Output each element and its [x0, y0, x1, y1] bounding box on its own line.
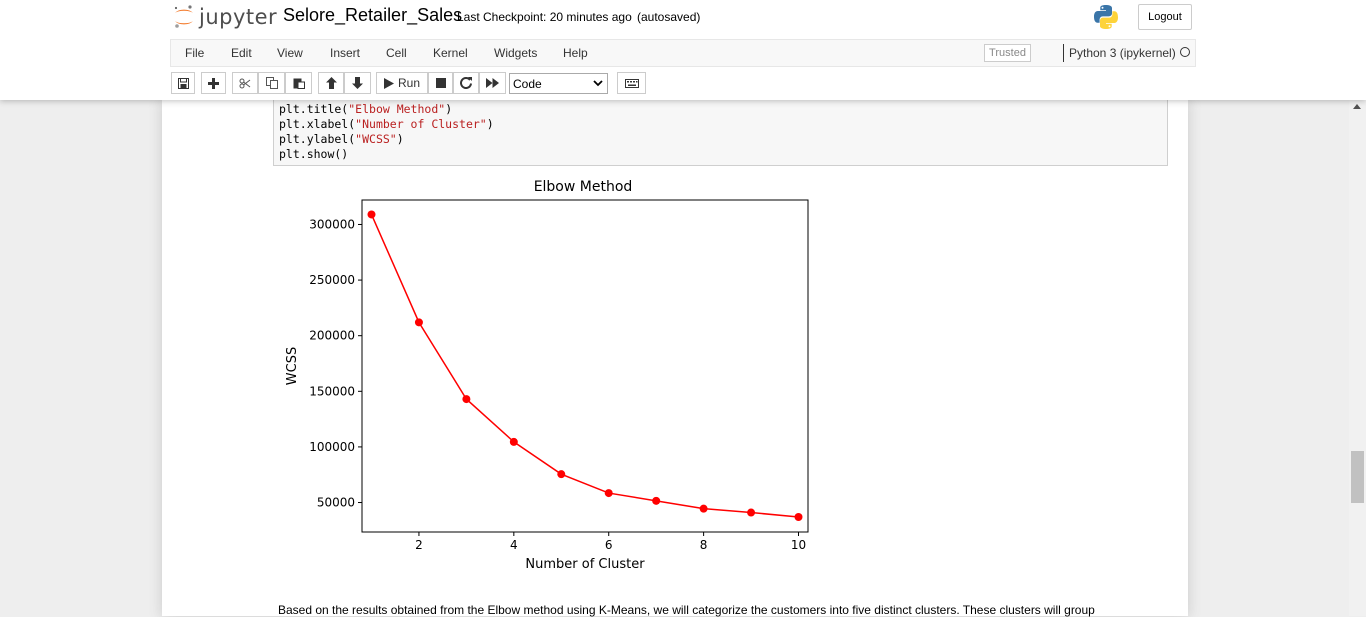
chart-title: Elbow Method — [534, 179, 633, 195]
save-button[interactable] — [171, 72, 195, 94]
scroll-up-arrow-icon[interactable] — [1353, 104, 1361, 109]
menu-widgets[interactable]: Widgets — [494, 46, 538, 60]
menu-insert[interactable]: Insert — [330, 46, 361, 60]
chevron-down-icon — [593, 80, 603, 87]
insert-cell-button[interactable] — [201, 72, 226, 94]
notebook-name[interactable]: Selore_Retailer_Sales — [283, 5, 463, 25]
cut-icon — [239, 78, 251, 88]
menu-help[interactable]: Help — [563, 46, 588, 60]
menu-edit[interactable]: Edit — [231, 46, 252, 60]
y-axis-label: WCSS — [285, 347, 300, 385]
scrollbar-thumb[interactable] — [1351, 451, 1364, 503]
checkpoint-status: Last Checkpoint: 20 minutes ago — [457, 10, 632, 24]
restart-button[interactable] — [453, 72, 479, 94]
data-point — [652, 496, 661, 505]
data-point — [699, 504, 708, 513]
logout-button[interactable]: Logout — [1138, 4, 1192, 30]
kernel-separator — [1063, 44, 1064, 62]
menu-cell[interactable]: Cell — [386, 46, 407, 60]
paste-button[interactable] — [285, 72, 312, 94]
menu-bar — [170, 39, 1196, 67]
jupyter-logo-icon — [174, 5, 193, 28]
restart-icon — [460, 77, 472, 89]
vertical-scrollbar[interactable] — [1349, 100, 1366, 616]
code-line: plt.xlabel("Number of Cluster") — [279, 117, 494, 131]
data-points — [367, 210, 803, 521]
copy-icon — [265, 77, 278, 89]
y-tick-label: 100000 — [309, 440, 355, 454]
data-point — [367, 210, 376, 219]
header: jupyter Selore_Retailer_Sales Last Check… — [0, 0, 1366, 100]
code-line: plt.ylabel("WCSS") — [279, 132, 404, 146]
arrow-down-icon — [352, 77, 363, 89]
x-tick-label: 2 — [415, 538, 423, 552]
cut-button[interactable] — [232, 72, 258, 94]
y-axis-ticks: 50000 100000 150000 200000 250000 300000 — [309, 217, 362, 510]
x-axis-ticks: 2 4 6 8 10 — [415, 532, 806, 552]
logo-text: jupyter — [199, 5, 278, 29]
x-axis-label: Number of Cluster — [525, 557, 645, 572]
paste-icon — [293, 78, 305, 89]
code-cell-input[interactable]: plt.title("Elbow Method") plt.xlabel("Nu… — [273, 98, 1168, 166]
code-line: plt.title("Elbow Method") — [279, 102, 453, 116]
trusted-badge[interactable]: Trusted — [984, 44, 1031, 62]
interrupt-button[interactable] — [428, 72, 453, 94]
plot-area — [361, 199, 809, 533]
restart-run-all-button[interactable] — [479, 72, 506, 94]
data-point — [462, 395, 471, 404]
x-tick-label: 6 — [605, 538, 613, 552]
menu-kernel[interactable]: Kernel — [433, 46, 468, 60]
fast-forward-icon — [486, 78, 499, 88]
y-tick-label: 250000 — [309, 273, 355, 287]
arrow-up-icon — [325, 77, 337, 89]
jupyter-logo[interactable]: jupyter — [173, 4, 277, 30]
run-button[interactable]: Run — [376, 72, 428, 94]
markdown-paragraph: Based on the results obtained from the E… — [278, 603, 1095, 617]
x-tick-label: 8 — [700, 538, 708, 552]
python-logo-icon — [1094, 5, 1118, 29]
save-icon — [177, 77, 189, 89]
y-tick-label: 150000 — [309, 384, 355, 398]
data-point — [509, 437, 518, 446]
run-label: Run — [397, 76, 420, 90]
y-tick-label: 300000 — [309, 217, 355, 231]
menu-file[interactable]: File — [185, 46, 205, 60]
wcss-line — [370, 214, 799, 518]
keyboard-icon — [624, 78, 639, 88]
y-tick-label: 50000 — [317, 496, 355, 510]
command-palette-button[interactable] — [617, 72, 646, 94]
move-up-button[interactable] — [318, 72, 344, 94]
x-tick-label: 10 — [791, 538, 806, 552]
data-point — [794, 512, 803, 521]
y-tick-label: 200000 — [309, 329, 355, 343]
data-point — [414, 318, 423, 327]
data-point — [747, 508, 756, 517]
kernel-idle-icon — [1180, 47, 1190, 57]
autosave-status: (autosaved) — [637, 10, 701, 24]
menu-view[interactable]: View — [277, 46, 303, 60]
plus-icon — [208, 77, 219, 89]
x-tick-label: 4 — [510, 538, 518, 552]
data-point — [557, 470, 566, 479]
cell-type-select[interactable]: Code — [509, 73, 608, 94]
elbow-chart: Elbow Method 2 4 6 8 10 50000 100000 150000 200… — [285, 179, 809, 572]
play-icon — [383, 77, 394, 89]
stop-icon — [435, 78, 446, 88]
move-down-button[interactable] — [344, 72, 371, 94]
code-line: plt.show() — [279, 147, 349, 161]
data-point — [604, 489, 613, 498]
cell-type-value: Code — [513, 76, 542, 91]
kernel-name[interactable]: Python 3 (ipykernel) — [1069, 46, 1176, 60]
copy-button[interactable] — [258, 72, 285, 94]
